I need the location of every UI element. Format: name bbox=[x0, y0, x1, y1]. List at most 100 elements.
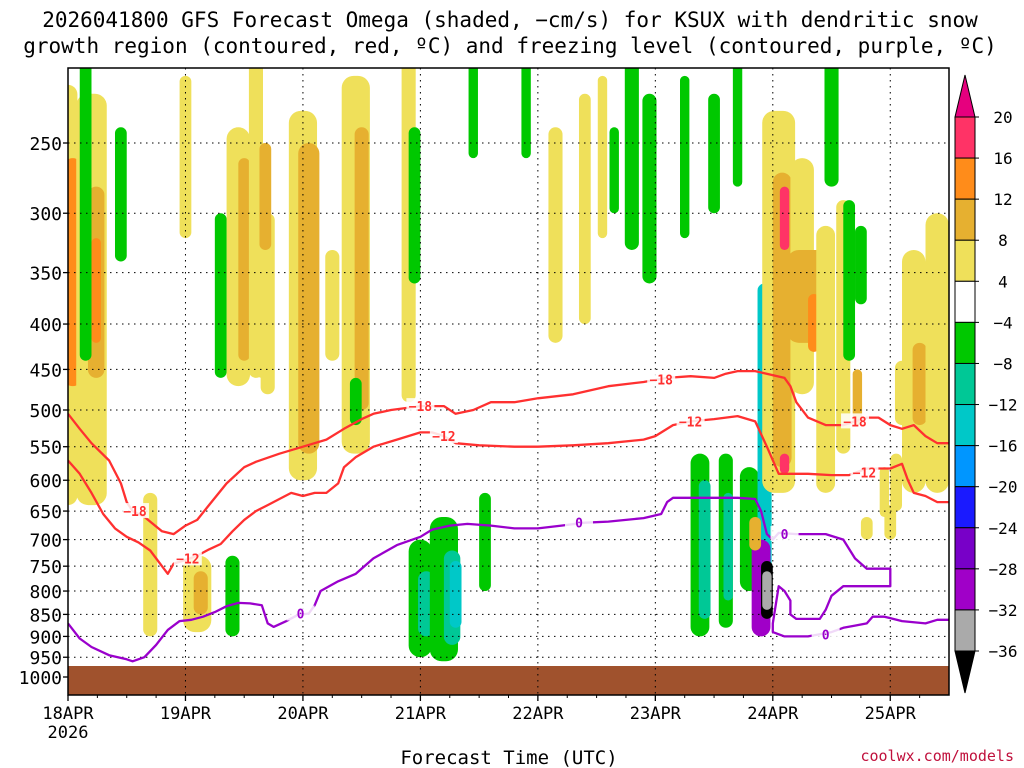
omega-patch bbox=[749, 516, 762, 551]
y-tick-label: 400 bbox=[29, 315, 62, 336]
omega-patch bbox=[884, 505, 897, 540]
colorbar-label: −32 bbox=[989, 601, 1018, 620]
x-axis-label: Forecast Time (UTC) bbox=[400, 747, 617, 768]
colorbar-swatch bbox=[954, 116, 976, 159]
omega-patch bbox=[762, 571, 772, 610]
colorbar-label: −12 bbox=[989, 396, 1018, 415]
y-tick-label: 950 bbox=[29, 648, 62, 669]
colorbar-swatch bbox=[954, 568, 976, 611]
contour-label-freezing: 0 bbox=[822, 628, 830, 643]
omega-patch bbox=[860, 516, 873, 540]
colorbar-swatch bbox=[954, 527, 976, 570]
x-year-label: 2026 bbox=[48, 723, 89, 743]
contour-lines bbox=[68, 369, 949, 663]
omega-patch bbox=[449, 561, 462, 628]
omega-patch bbox=[325, 249, 340, 361]
omega-patch bbox=[824, 68, 839, 187]
omega-patch bbox=[609, 127, 619, 214]
y-tick-label: 850 bbox=[29, 605, 62, 626]
omega-patch bbox=[548, 127, 563, 343]
y-tick-label: 900 bbox=[29, 627, 62, 648]
omega-patch bbox=[779, 186, 790, 250]
omega-patch bbox=[642, 93, 657, 284]
omega-shading bbox=[68, 68, 949, 662]
colorbar-label: 20 bbox=[993, 108, 1012, 127]
omega-patch bbox=[255, 304, 268, 378]
omega-patch bbox=[248, 68, 263, 378]
colorbar-label: −16 bbox=[989, 437, 1018, 456]
colorbar-label: 12 bbox=[993, 190, 1012, 209]
colorbar-swatch bbox=[954, 321, 976, 364]
colorbar-label: −4 bbox=[993, 313, 1012, 332]
contour-label-freezing: 0 bbox=[575, 517, 583, 532]
title-line-2: growth region (contoured, red, ºC) and f… bbox=[23, 34, 997, 58]
y-tick-label: 1000 bbox=[19, 668, 62, 689]
omega-patch bbox=[698, 480, 711, 619]
y-tick-label: 250 bbox=[29, 134, 62, 155]
omega-patch bbox=[349, 377, 362, 426]
colorbar-swatch bbox=[954, 609, 976, 652]
omega-patch bbox=[597, 75, 608, 239]
omega-patch bbox=[238, 158, 251, 361]
credit-text[interactable]: coolwx.com/models bbox=[860, 747, 1014, 765]
contour-label-bg bbox=[406, 398, 435, 414]
x-tick-label: 22APR bbox=[512, 704, 564, 724]
omega-patch bbox=[143, 492, 158, 637]
y-tick-label: 550 bbox=[29, 438, 62, 459]
y-axis: 2503003504004505005506006507007508008509… bbox=[19, 134, 68, 689]
omega-patch bbox=[624, 68, 639, 250]
contour-label-dgz_upper: −18 bbox=[649, 374, 673, 389]
x-tick-label: 18APR bbox=[42, 704, 94, 724]
colorbar-swatch bbox=[954, 445, 976, 488]
colorbar-label: −20 bbox=[989, 478, 1018, 497]
omega-patch bbox=[852, 369, 863, 426]
colorbar-swatch bbox=[954, 404, 976, 447]
contour-label-bg bbox=[841, 413, 870, 429]
colorbar-swatch bbox=[954, 239, 976, 282]
contour-label-bg bbox=[173, 550, 202, 566]
omega-patch bbox=[708, 93, 720, 214]
omega-patch bbox=[214, 213, 227, 378]
colorbar-swatch bbox=[954, 486, 976, 529]
contour-label-dgz_upper: −18 bbox=[123, 505, 147, 520]
x-tick-label: 21APR bbox=[395, 704, 447, 724]
colorbar-bottom-arrow bbox=[954, 650, 976, 694]
contour-label-bg bbox=[850, 464, 879, 480]
colorbar-label: −8 bbox=[993, 354, 1012, 373]
omega-patch bbox=[855, 225, 867, 305]
colorbar-label: −28 bbox=[989, 560, 1018, 579]
contour-label-dgz_upper: −18 bbox=[843, 415, 867, 430]
x-axis: 18APR 19APR 20APR 21APR 22APR 23APR 24APR 25APR… bbox=[42, 695, 921, 743]
omega-patch bbox=[843, 200, 856, 361]
omega-patch bbox=[468, 68, 478, 159]
y-tick-label: 300 bbox=[29, 204, 62, 225]
omega-patch bbox=[890, 453, 903, 512]
contour-label-freezing: 0 bbox=[781, 528, 789, 543]
x-tick-label: 24APR bbox=[747, 704, 799, 724]
omega-patch bbox=[879, 467, 890, 517]
colorbar-label: 4 bbox=[998, 272, 1008, 291]
contour-labels: −18 −18 −18 −18 −12 −12 −12 −12 0 0 0 0 bbox=[120, 371, 879, 643]
omega-patch bbox=[259, 143, 272, 250]
colorbar-swatch bbox=[954, 280, 976, 323]
y-tick-label: 450 bbox=[29, 360, 62, 381]
y-tick-label: 650 bbox=[29, 502, 62, 523]
y-tick-label: 800 bbox=[29, 582, 62, 603]
x-tick-label: 23APR bbox=[630, 704, 682, 724]
colorbar-swatch bbox=[954, 157, 976, 200]
omega-patch bbox=[354, 127, 369, 410]
y-tick-label: 350 bbox=[29, 264, 62, 285]
colorbar-label: −24 bbox=[989, 519, 1018, 538]
contour-label-dgz_lower: −12 bbox=[176, 552, 199, 567]
title-line-1: 2026041800 GFS Forecast Omega (shaded, −… bbox=[42, 8, 978, 32]
omega-patch bbox=[723, 492, 733, 601]
colorbar-top-arrow bbox=[954, 74, 976, 118]
y-tick-label: 600 bbox=[29, 471, 62, 492]
x-tick-label: 20APR bbox=[277, 704, 329, 724]
omega-patch bbox=[680, 75, 690, 239]
contour-label-dgz_lower: −12 bbox=[853, 466, 876, 481]
contour-label-bg bbox=[429, 428, 458, 444]
colorbar: 20 16 12 8 4 −4 −8 −12 −16 −20 −24 −28 −32 −36 bbox=[954, 74, 1018, 694]
omega-patch bbox=[912, 342, 927, 426]
